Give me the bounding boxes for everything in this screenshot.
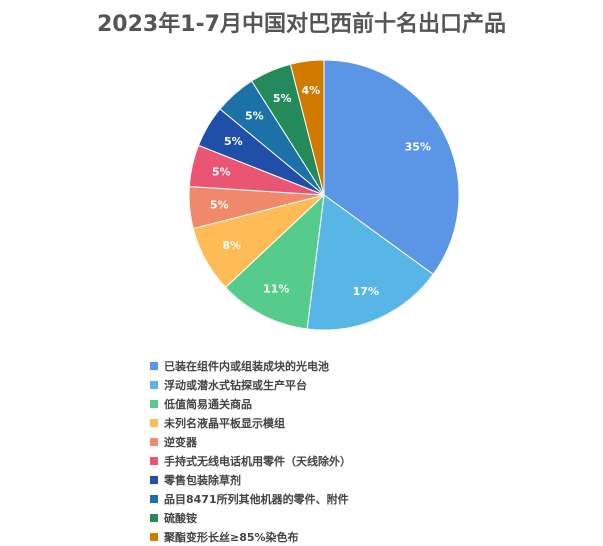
legend-swatch <box>150 475 158 484</box>
legend-item-7[interactable]: 零售包装除草剂 <box>150 470 590 489</box>
legend-label: 零售包装除草剂 <box>164 473 241 487</box>
legend-swatch <box>150 456 158 465</box>
data-label-2: 17% <box>353 285 379 298</box>
legend-item-2[interactable]: 浮动或潜水式钻探或生产平台 <box>150 375 590 394</box>
chart-title: 2023年1-7月中国对巴西前十名出口产品 <box>97 12 506 37</box>
legend-swatch <box>150 399 158 408</box>
legend-label: 硫酸铵 <box>164 511 197 525</box>
legend-swatch <box>150 494 158 503</box>
pie-slice-1 <box>323 59 460 276</box>
data-label-4: 8% <box>222 239 241 252</box>
legend-item-5[interactable]: 逆变器 <box>150 432 590 451</box>
legend: 已装在组件内或组装成块的光电池 浮动或潜水式钻探或生产平台 低值简易通关商品未列名液… <box>150 356 590 546</box>
legend-label: 浮动或潜水式钻探或生产平台 <box>164 378 307 392</box>
legend-item-3[interactable]: 低值简易通关商品 <box>150 394 590 413</box>
legend-label: 聚酯变形长丝≥85%染色布 <box>164 530 299 544</box>
legend-item-1[interactable]: 已装在组件内或组装成块的光电池 <box>150 356 590 375</box>
legend-swatch <box>150 532 158 541</box>
legend-item-9[interactable]: 硫酸铵 <box>150 508 590 527</box>
legend-item-4[interactable]: 未列名液晶平板显示模组 <box>150 413 590 432</box>
pie-chart: 35%17%11%8%5%5%5%5%5%4% <box>188 59 460 331</box>
data-label-7: 5% <box>224 135 243 148</box>
data-label-6: 5% <box>212 166 231 179</box>
legend-item-6[interactable]: 手持式无线电话机用零件（天线除外） <box>150 451 590 470</box>
pie-slice-2 <box>306 194 434 331</box>
legend-item-10[interactable]: 聚酯变形长丝≥85%染色布 <box>150 527 590 546</box>
data-label-8: 5% <box>245 110 264 123</box>
legend-swatch <box>150 361 158 370</box>
pie-slice-10 <box>289 59 325 196</box>
data-label-1: 35% <box>405 141 431 154</box>
pie-slice-3 <box>224 193 325 330</box>
legend-label: 品目8471所列其他机器的零件、附件 <box>164 492 349 506</box>
legend-item-8[interactable]: 品目8471所列其他机器的零件、附件 <box>150 489 590 508</box>
pie-data-labels: 35%17%11%8%5%5%5%5%5%4% <box>210 84 431 298</box>
legend-swatch <box>150 513 158 522</box>
legend-label: 低值简易通关商品 <box>164 397 252 411</box>
legend-label: 已装在组件内或组装成块的光电池 <box>164 359 329 373</box>
legend-label: 逆变器 <box>164 435 197 449</box>
data-label-5: 5% <box>210 198 229 211</box>
legend-swatch <box>150 380 158 389</box>
data-label-3: 11% <box>263 282 289 295</box>
data-label-9: 5% <box>273 92 292 105</box>
data-label-10: 4% <box>301 84 320 97</box>
pie-slices <box>188 59 460 331</box>
legend-label: 手持式无线电话机用零件（天线除外） <box>164 454 351 468</box>
legend-label: 未列名液晶平板显示模组 <box>164 416 285 430</box>
legend-swatch <box>150 418 158 427</box>
legend-swatch <box>150 437 158 446</box>
